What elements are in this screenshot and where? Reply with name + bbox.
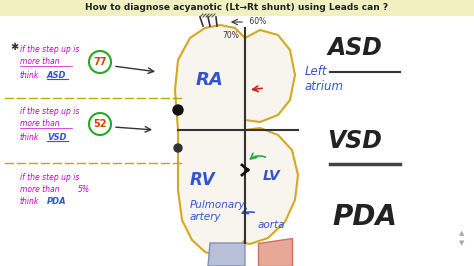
Text: 52: 52 bbox=[93, 119, 107, 129]
Text: 70%: 70% bbox=[222, 31, 239, 39]
Text: more than: more than bbox=[20, 185, 60, 194]
Text: more than: more than bbox=[20, 57, 60, 66]
Circle shape bbox=[174, 144, 182, 152]
Text: 77: 77 bbox=[93, 57, 107, 67]
Polygon shape bbox=[208, 243, 245, 266]
Text: ASD: ASD bbox=[47, 72, 66, 81]
Text: Left
atrium: Left atrium bbox=[305, 65, 344, 93]
Text: LV: LV bbox=[263, 169, 281, 183]
Polygon shape bbox=[258, 238, 292, 266]
FancyBboxPatch shape bbox=[0, 0, 474, 16]
Text: How to diagnose acyanotic (Lt→Rt shunt) using Leads can ?: How to diagnose acyanotic (Lt→Rt shunt) … bbox=[85, 3, 389, 13]
Text: if the step up is: if the step up is bbox=[20, 173, 79, 182]
Text: aorta: aorta bbox=[258, 220, 285, 230]
Circle shape bbox=[173, 105, 183, 115]
Text: if the step up is: if the step up is bbox=[20, 107, 79, 117]
Text: VSD: VSD bbox=[328, 129, 383, 153]
Text: PDA: PDA bbox=[47, 197, 67, 206]
Polygon shape bbox=[245, 30, 295, 122]
Text: PDA: PDA bbox=[333, 203, 397, 231]
Text: 60%: 60% bbox=[247, 18, 266, 27]
Text: Pulmonary
artery: Pulmonary artery bbox=[190, 200, 246, 222]
Text: ✱: ✱ bbox=[10, 42, 18, 52]
Text: 5%: 5% bbox=[78, 185, 90, 194]
Text: ▲: ▲ bbox=[459, 230, 465, 236]
Text: think: think bbox=[20, 134, 39, 143]
Text: VSD: VSD bbox=[47, 134, 66, 143]
Text: think: think bbox=[20, 72, 39, 81]
Text: RA: RA bbox=[196, 71, 224, 89]
Polygon shape bbox=[245, 128, 298, 244]
Polygon shape bbox=[175, 25, 245, 256]
Text: think: think bbox=[20, 197, 39, 206]
Text: ASD: ASD bbox=[328, 36, 383, 60]
Text: ▼: ▼ bbox=[459, 240, 465, 246]
Text: RV: RV bbox=[190, 171, 216, 189]
Text: more than: more than bbox=[20, 119, 60, 128]
Text: if the step up is: if the step up is bbox=[20, 45, 79, 55]
